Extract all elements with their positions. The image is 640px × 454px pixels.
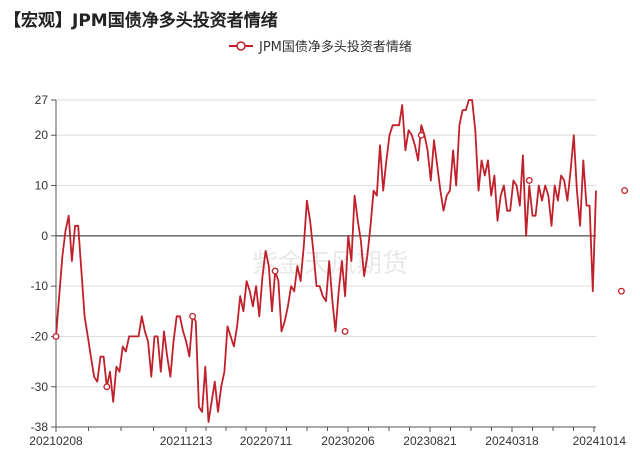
data-point-marker <box>621 187 629 195</box>
y-tick-label: -38 <box>31 420 49 434</box>
data-point-marker <box>103 383 111 391</box>
x-tick-label: 20211213 <box>160 434 213 448</box>
page-title: 【宏观】JPM国债净多头投资者情绪 <box>4 11 278 31</box>
y-tick-label: 10 <box>35 179 49 193</box>
y-tick-label: 27 <box>35 93 49 107</box>
y-tick-label: -20 <box>31 329 49 343</box>
y-tick-label: -10 <box>31 279 49 293</box>
legend[interactable]: JPM国债净多头投资者情绪 <box>229 39 412 55</box>
y-tick-label: -30 <box>31 380 49 394</box>
y-tick-label: 0 <box>41 229 48 243</box>
x-tick-label: 20230821 <box>403 434 457 448</box>
x-tick-label: 20230206 <box>321 434 375 448</box>
y-tick-label: 20 <box>35 128 49 142</box>
x-tick-label: 20241014 <box>573 434 627 448</box>
data-point-marker <box>525 177 533 184</box>
x-tick-label: 20220711 <box>240 434 293 448</box>
data-point-marker <box>189 312 197 320</box>
x-tick-label: 20210208 <box>29 434 83 448</box>
series-layer <box>52 99 629 423</box>
data-point-marker <box>52 332 60 340</box>
legend-marker-icon <box>236 41 246 51</box>
legend-label: JPM国债净多头投资者情绪 <box>258 39 412 55</box>
x-tick-label: 20240318 <box>485 434 539 448</box>
data-point-marker <box>271 267 279 275</box>
data-point-marker <box>617 287 625 295</box>
data-point-marker <box>417 131 425 139</box>
series-line <box>55 99 597 423</box>
data-point-marker <box>341 327 349 335</box>
